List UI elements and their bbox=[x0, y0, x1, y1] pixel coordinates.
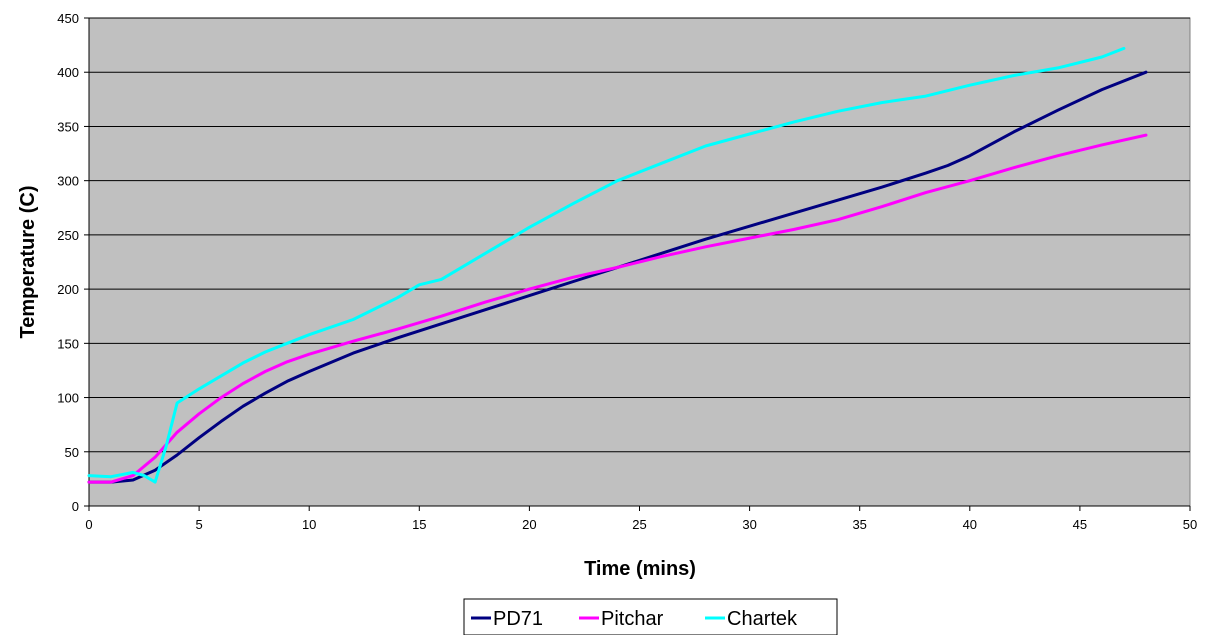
x-tick-label: 5 bbox=[195, 517, 202, 532]
legend: PD71 Pitchar Chartek bbox=[463, 598, 838, 635]
x-tick-label: 20 bbox=[522, 517, 536, 532]
x-tick-label: 35 bbox=[852, 517, 866, 532]
x-tick-label: 30 bbox=[742, 517, 756, 532]
y-tick-label: 100 bbox=[57, 391, 79, 406]
y-tick-label: 350 bbox=[57, 119, 79, 134]
gridlines bbox=[89, 17, 1190, 453]
y-tick-label: 450 bbox=[57, 11, 79, 26]
y-tick-label: 300 bbox=[57, 174, 79, 189]
y-tick-label: 200 bbox=[57, 282, 79, 297]
y-tick-label: 150 bbox=[57, 336, 79, 351]
series-line-pitchar bbox=[87, 133, 1148, 484]
y-tick-label: 400 bbox=[57, 65, 79, 80]
x-tick-label: 10 bbox=[302, 517, 316, 532]
y-tick-label: 50 bbox=[65, 445, 79, 460]
series-line-chartek bbox=[87, 46, 1126, 484]
x-tick-label: 50 bbox=[1183, 517, 1197, 532]
x-axis-title: Time (mins) bbox=[584, 558, 696, 580]
x-tick-label: 0 bbox=[85, 517, 92, 532]
series-lines bbox=[87, 46, 1148, 484]
x-tick-label: 40 bbox=[963, 517, 977, 532]
series-line-pd71 bbox=[87, 70, 1148, 484]
axes: 0 50 100 150 200 250 300 350 400 450 0 5 10 15 20 25 30 3… bbox=[57, 11, 1197, 532]
legend-label-pd71: PD71 bbox=[493, 608, 543, 630]
x-tick-label: 15 bbox=[412, 517, 426, 532]
legend-label-pitchar: Pitchar bbox=[601, 608, 664, 630]
y-tick-label: 0 bbox=[72, 499, 79, 514]
y-axis-title: Temperature (C) bbox=[17, 186, 39, 339]
legend-label-chartek: Chartek bbox=[727, 608, 798, 630]
y-tick-label: 250 bbox=[57, 228, 79, 243]
x-tick-label: 45 bbox=[1073, 517, 1087, 532]
legend-box bbox=[463, 598, 838, 635]
x-tick-label: 25 bbox=[632, 517, 646, 532]
